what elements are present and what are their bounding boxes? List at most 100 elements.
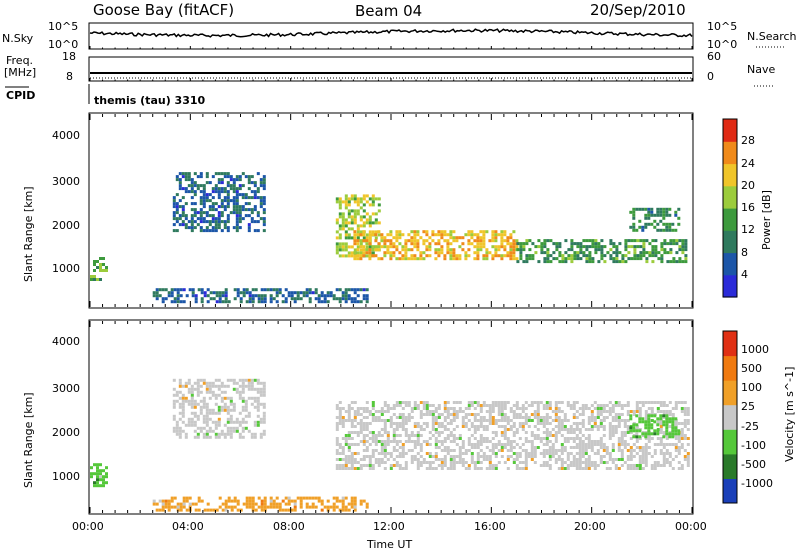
data-cell: [482, 401, 486, 404]
data-cell: [644, 213, 648, 217]
data-cell: [178, 223, 182, 227]
data-cell: [278, 288, 282, 292]
data-cell: [182, 288, 186, 292]
data-cell: [611, 425, 615, 428]
data-cell: [590, 449, 594, 452]
data-cell: [248, 294, 252, 298]
data-cell: [356, 197, 360, 201]
data-cell: [545, 401, 549, 404]
data-cell: [449, 458, 453, 461]
data-cell: [238, 411, 242, 415]
data-cell: [443, 461, 447, 464]
data-cell: [247, 187, 251, 191]
data-cell: [356, 431, 360, 434]
data-cell: [437, 248, 441, 252]
data-cell: [335, 218, 339, 222]
data-cell: [608, 410, 612, 413]
data-cell: [350, 221, 354, 225]
data-cell: [211, 229, 215, 233]
data-cell: [549, 260, 553, 264]
data-cell: [233, 288, 237, 292]
data-cell: [524, 467, 528, 470]
data-cell: [338, 224, 342, 228]
data-cell: [569, 464, 573, 467]
data-cell: [259, 432, 263, 436]
data-cell: [416, 230, 420, 234]
data-cell: [199, 405, 203, 409]
data-cell: [647, 429, 651, 433]
data-cell: [479, 404, 483, 407]
data-cell: [599, 410, 603, 413]
data-cell: [651, 254, 655, 258]
data-cell: [678, 248, 682, 252]
data-cell: [659, 228, 663, 232]
data-cell: [368, 431, 372, 434]
data-cell: [99, 257, 102, 260]
data-cell: [470, 455, 474, 458]
data-cell: [359, 200, 363, 204]
data-cell: [344, 194, 348, 198]
data-cell: [653, 461, 657, 464]
data-cell: [247, 175, 251, 179]
data-cell: [175, 193, 179, 197]
data-cell: [521, 461, 525, 464]
data-cell: [224, 300, 228, 304]
data-cell: [677, 422, 681, 425]
data-cell: [425, 239, 429, 243]
data-cell: [570, 239, 574, 243]
data-cell: [587, 464, 591, 467]
data-cell: [455, 239, 459, 243]
data-cell: [626, 467, 630, 470]
data-cell: [668, 228, 672, 232]
data-cell: [537, 260, 541, 264]
data-cell: [232, 202, 236, 206]
data-cell: [250, 384, 254, 388]
data-cell: [211, 190, 215, 194]
data-cell: [275, 505, 279, 509]
data-cell: [182, 502, 186, 506]
data-cell: [190, 417, 194, 421]
data-cell: [199, 399, 203, 403]
data-cell: [238, 175, 242, 179]
data-cell: [557, 407, 561, 410]
data-cell: [193, 172, 197, 176]
data-cell: [335, 467, 339, 470]
data-cell: [476, 242, 480, 246]
data-cell: [184, 399, 188, 403]
data-cell: [401, 233, 405, 237]
data-cell: [608, 434, 612, 437]
data-cell: [232, 178, 236, 182]
data-cell: [531, 242, 535, 246]
data-cell: [344, 203, 348, 207]
data-cell: [458, 257, 462, 261]
data-cell: [389, 416, 393, 419]
data-cell: [494, 455, 498, 458]
data-cell: [259, 217, 263, 221]
data-cell: [377, 434, 381, 437]
data-cell: [347, 200, 351, 204]
data-cell: [178, 199, 182, 203]
data-cell: [368, 203, 372, 207]
data-cell: [227, 505, 231, 509]
data-cell: [241, 193, 245, 197]
data-cell: [461, 416, 465, 419]
data-cell: [674, 434, 678, 437]
nave-tick-bottom: 0: [707, 70, 714, 83]
data-cell: [178, 217, 182, 221]
data-cell: [638, 417, 642, 421]
data-cell: [449, 257, 453, 261]
data-cell: [338, 245, 342, 249]
data-cell: [545, 443, 549, 446]
data-cell: [187, 402, 191, 406]
data-cell: [588, 260, 592, 264]
data-cell: [338, 464, 342, 467]
data-cell: [256, 387, 260, 391]
data-cell: [473, 419, 477, 422]
data-cell: [599, 404, 603, 407]
data-cell: [172, 196, 176, 200]
data-cell: [211, 384, 215, 388]
data-cell: [229, 408, 233, 412]
data-cell: [220, 211, 224, 215]
data-cell: [190, 184, 194, 188]
data-cell: [575, 461, 579, 464]
